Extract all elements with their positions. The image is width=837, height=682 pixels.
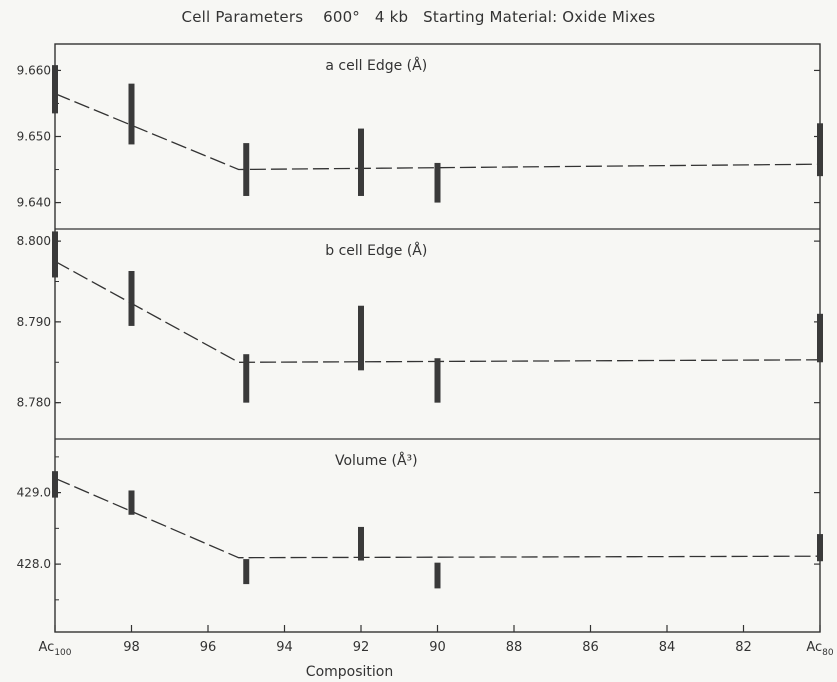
error-bar (128, 83, 135, 145)
plot-border (54, 43, 821, 633)
trend-line (54, 477, 821, 559)
y-tick-label: 429.0 (17, 486, 51, 500)
error-bar (52, 65, 58, 114)
error-bar (52, 231, 58, 278)
x-tick-label: 82 (735, 640, 752, 655)
panel-label: b cell Edge (Å) (325, 242, 427, 259)
trend-line (54, 92, 821, 171)
error-bar (243, 354, 250, 403)
error-bar (52, 471, 58, 498)
x-tick-label: 90 (429, 640, 446, 655)
error-bar (817, 534, 823, 562)
chart-title: Cell Parameters 600° 4 kb Starting Mater… (181, 8, 656, 26)
error-bar (358, 128, 364, 196)
error-bar (358, 305, 364, 371)
panel-label: Volume (Å³) (335, 452, 418, 469)
x-axis: Ac100 98 96 94 92 90 88 86 84 82 Ac80 Composition (39, 625, 834, 680)
error-bar (128, 490, 135, 515)
error-bar (243, 143, 250, 196)
x-tick-label: Ac80 (806, 640, 834, 658)
panel-b: 8.800 8.790 8.780 b cell Edge (Å) (17, 231, 823, 410)
panel-volume: 429.0 428.0 Volume (Å³) (17, 452, 823, 601)
error-bar (817, 123, 823, 177)
x-tick-label: 96 (200, 640, 217, 655)
chart-panels: 9.660 9.650 9.640 a cell Edge (Å) 8.800 8.790… (17, 57, 823, 601)
y-tick-label: 8.800 (17, 234, 51, 248)
error-bar (434, 562, 441, 589)
error-bar (434, 162, 441, 203)
x-axis-label: Composition (306, 664, 393, 680)
x-tick-label: 84 (659, 640, 676, 655)
error-bar (817, 313, 823, 363)
y-tick-label: 8.780 (17, 396, 51, 410)
x-tick-label: 86 (582, 640, 599, 655)
x-tick-label: Ac100 (39, 640, 72, 658)
y-tick-label: 9.640 (17, 196, 51, 210)
x-tick-label: 98 (123, 640, 140, 655)
plot-frame (54, 43, 821, 633)
panel-a: 9.660 9.650 9.640 a cell Edge (Å) (17, 57, 823, 210)
x-tick-label: 94 (276, 640, 293, 655)
error-bar (358, 526, 364, 561)
panel-label: a cell Edge (Å) (325, 57, 427, 74)
x-tick-label: 92 (353, 640, 370, 655)
error-bar (434, 358, 441, 403)
y-tick-label: 8.790 (17, 315, 51, 329)
x-tick-label: 88 (506, 640, 523, 655)
y-tick-label: 428.0 (17, 557, 51, 571)
y-tick-label: 9.650 (17, 130, 51, 144)
error-bar (243, 559, 250, 585)
y-tick-label: 9.660 (17, 63, 51, 77)
trend-line (54, 260, 821, 363)
error-bar (128, 271, 135, 326)
